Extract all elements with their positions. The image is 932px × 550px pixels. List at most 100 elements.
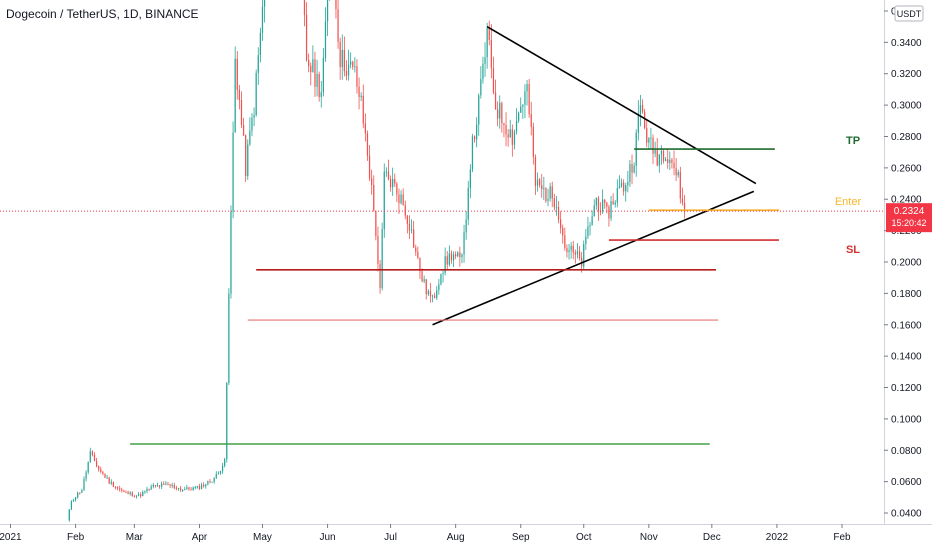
candle	[530, 101, 532, 136]
candle	[354, 57, 356, 73]
candle-body	[104, 473, 106, 478]
candle-body	[83, 479, 85, 491]
candle-body	[74, 497, 77, 500]
candle-body	[513, 131, 516, 145]
candle	[303, 0, 306, 27]
candle-body	[177, 488, 180, 490]
candle	[578, 246, 581, 261]
candle-body	[173, 485, 175, 488]
candle	[171, 482, 173, 489]
candle-body	[213, 477, 215, 482]
candle	[627, 170, 629, 193]
candle-body	[68, 509, 70, 521]
candle-body	[175, 487, 178, 489]
candle	[484, 42, 486, 77]
candle-body	[410, 229, 413, 231]
candle	[419, 257, 421, 280]
candle-body	[652, 137, 654, 154]
triangle-upper-trendline[interactable]	[486, 25, 757, 185]
candle-body	[532, 126, 534, 157]
candle	[476, 117, 478, 148]
candle	[509, 119, 511, 138]
candle-body	[427, 291, 429, 295]
time-tick-label: Nov	[640, 532, 658, 543]
candle-body	[207, 481, 209, 485]
candle-body	[116, 487, 119, 489]
candle-body	[591, 216, 593, 226]
candle	[144, 490, 146, 494]
candle	[247, 139, 249, 180]
candle	[473, 135, 476, 143]
candle	[622, 179, 625, 196]
candle-body	[135, 495, 138, 497]
candle	[429, 282, 432, 303]
candle-body	[364, 123, 366, 134]
candle	[116, 486, 119, 491]
candle	[165, 480, 167, 486]
candle-body	[606, 202, 608, 207]
candle-body	[125, 491, 127, 493]
candle	[245, 134, 247, 183]
candle	[427, 289, 429, 296]
candle	[83, 476, 85, 491]
candle	[305, 2, 308, 62]
candle	[98, 465, 100, 472]
time-axis[interactable]: 2021 Feb Mar Apr May Jun Jul Aug Sep Oct Nov Dec 202…	[0, 524, 851, 543]
candle	[133, 494, 136, 498]
candle-body	[413, 229, 415, 248]
candle-body	[438, 284, 440, 291]
candle-body	[89, 451, 91, 462]
candle	[612, 193, 614, 205]
candle	[362, 84, 364, 129]
candle	[257, 47, 259, 85]
candle-body	[371, 178, 373, 185]
candle	[492, 56, 495, 95]
candle-body	[360, 95, 362, 98]
candle-body	[541, 185, 543, 190]
candle-body	[528, 84, 530, 114]
candle	[263, 0, 266, 23]
candle	[656, 138, 658, 167]
candle	[358, 77, 360, 110]
candle	[137, 491, 140, 497]
candle	[219, 470, 222, 475]
candle-body	[568, 250, 570, 253]
candle	[175, 485, 178, 491]
candle	[394, 173, 396, 187]
candle	[106, 475, 108, 480]
candle	[249, 117, 251, 146]
candle	[152, 483, 154, 489]
candle-body	[473, 136, 476, 140]
candle	[179, 485, 182, 492]
candle	[562, 224, 564, 244]
candle	[74, 496, 77, 502]
candle-body	[656, 150, 658, 166]
candle-body	[627, 181, 629, 186]
candle	[604, 199, 606, 209]
candles-layer	[68, 0, 686, 522]
candle-body	[551, 186, 553, 199]
candle	[658, 154, 660, 173]
candle-body	[95, 461, 98, 467]
candle	[396, 181, 398, 202]
triangle-lower-trendline[interactable]	[432, 190, 755, 326]
candle-body	[425, 279, 427, 295]
candle	[312, 45, 314, 73]
currency-badge[interactable]: USDT	[894, 5, 924, 22]
candle	[683, 194, 686, 219]
candle-body	[637, 113, 639, 133]
candle	[360, 92, 362, 102]
candle-body	[194, 487, 196, 489]
candle	[633, 162, 635, 174]
candle	[114, 486, 117, 490]
candle	[402, 188, 404, 206]
candle-body	[555, 206, 558, 208]
candle	[465, 211, 467, 240]
candle	[459, 246, 461, 267]
candle-body	[429, 291, 432, 296]
candle	[463, 224, 465, 263]
candle-body	[618, 186, 621, 189]
candle-body	[106, 477, 108, 479]
candle-body	[358, 86, 360, 98]
